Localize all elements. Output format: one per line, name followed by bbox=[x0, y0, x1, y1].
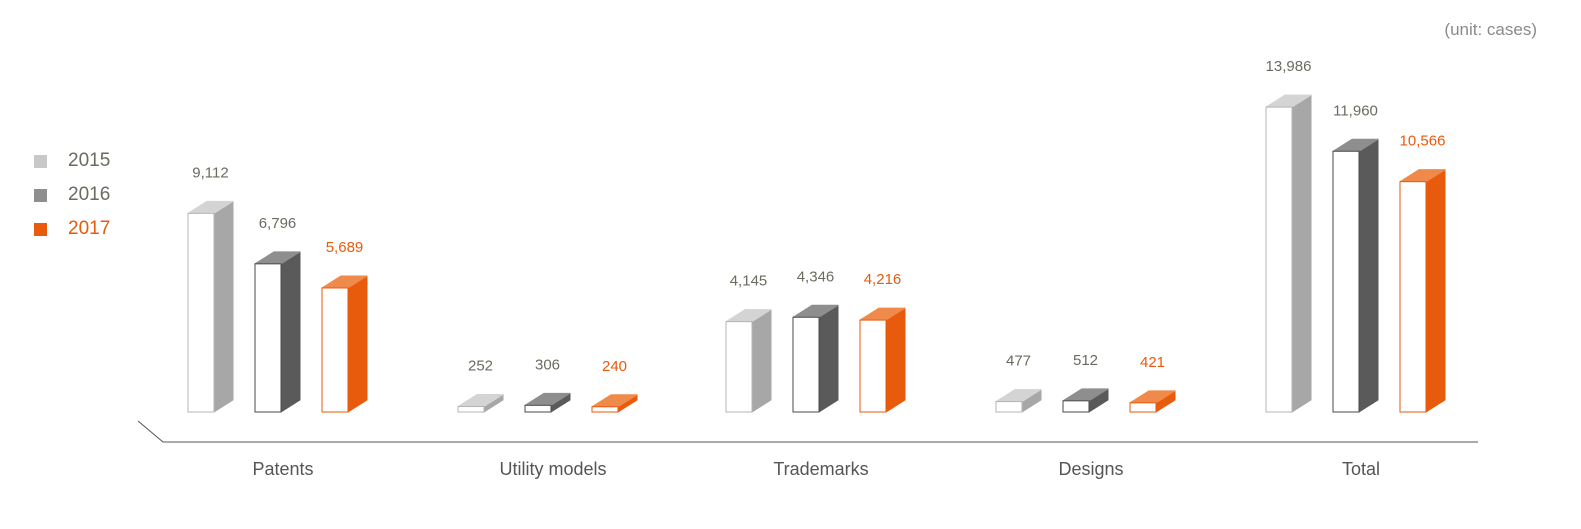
data-label: 5,689 bbox=[326, 239, 364, 256]
legend-item-2016: 2016 bbox=[34, 178, 110, 212]
bar-front-face bbox=[254, 263, 282, 413]
legend-label: 2017 bbox=[68, 218, 111, 239]
chart-baseline-group bbox=[137, 420, 1478, 443]
bar-total-2015 bbox=[1265, 94, 1312, 413]
bar-front-face bbox=[1332, 150, 1360, 413]
data-label: 13,986 bbox=[1266, 58, 1312, 75]
bar-designs-2016 bbox=[1062, 388, 1109, 413]
bar-front-face bbox=[524, 404, 552, 413]
bar-front-face bbox=[1062, 400, 1090, 413]
legend-label: 2016 bbox=[68, 184, 111, 205]
category-label: Total bbox=[1342, 459, 1380, 479]
bar-total-2016 bbox=[1332, 138, 1379, 413]
data-label: 477 bbox=[1006, 353, 1031, 370]
legend-label: 2015 bbox=[68, 150, 111, 171]
bar-patents-2016 bbox=[254, 251, 301, 413]
data-label: 6,796 bbox=[259, 215, 297, 232]
data-label: 240 bbox=[602, 358, 627, 375]
data-label: 10,566 bbox=[1400, 133, 1446, 150]
bar-front-face bbox=[792, 316, 820, 413]
bar-side-face bbox=[1291, 94, 1312, 413]
bar-front-face bbox=[321, 287, 349, 413]
bar-side-face bbox=[1358, 138, 1379, 413]
bar-front-face bbox=[995, 401, 1023, 413]
bar-front-face bbox=[187, 212, 215, 413]
chart-legend: 2015 2016 2017 bbox=[34, 144, 110, 246]
data-label: 252 bbox=[468, 358, 493, 375]
bar-trademarks-2017 bbox=[859, 307, 906, 413]
bar-trademarks-2015 bbox=[725, 309, 772, 413]
data-label: 9,112 bbox=[192, 164, 228, 181]
data-label: 4,145 bbox=[730, 273, 768, 290]
data-label: 11,960 bbox=[1333, 102, 1378, 119]
bar-utility-models-2017 bbox=[591, 394, 638, 413]
bar-front-face bbox=[859, 319, 887, 413]
bar-front-face bbox=[457, 406, 485, 413]
legend-swatch bbox=[34, 222, 47, 236]
bar-side-face bbox=[213, 200, 234, 413]
bar-front-face bbox=[591, 406, 619, 413]
bar-front-face bbox=[1129, 402, 1157, 413]
bar-designs-2015 bbox=[995, 389, 1042, 413]
bar-side-face bbox=[1425, 169, 1446, 413]
bar-front-face bbox=[1265, 106, 1293, 413]
data-label: 4,216 bbox=[864, 271, 902, 288]
unit-note: (unit: cases) bbox=[1444, 20, 1537, 39]
chart-baseline bbox=[137, 420, 1478, 443]
data-label: 421 bbox=[1140, 354, 1165, 371]
data-label: 512 bbox=[1073, 352, 1098, 369]
chart-category-labels-group: Patents Utility models Trademarks Designs To… bbox=[252, 459, 1380, 479]
category-label: Trademarks bbox=[773, 459, 868, 479]
legend-item-2017: 2017 bbox=[34, 212, 110, 246]
data-label: 306 bbox=[535, 356, 560, 373]
bar-side-face bbox=[885, 307, 906, 413]
legend-item-2015: 2015 bbox=[34, 144, 110, 178]
chart-bars-group bbox=[187, 94, 1446, 413]
chart-value-labels-group: 9,112 6,796 5,689 252 306 240 4,145 4,346 4,216 4… bbox=[192, 58, 1445, 375]
category-label: Utility models bbox=[499, 459, 606, 479]
bar-side-face bbox=[818, 304, 839, 413]
legend-swatch bbox=[34, 154, 47, 168]
bar-front-face bbox=[1399, 181, 1427, 413]
bar-total-2017 bbox=[1399, 169, 1446, 413]
bar-patents-2017 bbox=[321, 275, 368, 413]
bar-side-face bbox=[280, 251, 301, 413]
category-label: Patents bbox=[252, 459, 313, 479]
bar-side-face bbox=[751, 309, 772, 413]
bar-utility-models-2015 bbox=[457, 394, 504, 413]
bar-patents-2015 bbox=[187, 200, 234, 413]
bar-side-face bbox=[347, 275, 368, 413]
category-label: Designs bbox=[1058, 459, 1123, 479]
bar-trademarks-2016 bbox=[792, 304, 839, 413]
bar-front-face bbox=[725, 321, 753, 413]
legend-swatch bbox=[34, 188, 47, 202]
bar-designs-2017 bbox=[1129, 390, 1176, 413]
bar-utility-models-2016 bbox=[524, 392, 571, 413]
data-label: 4,346 bbox=[797, 268, 835, 285]
